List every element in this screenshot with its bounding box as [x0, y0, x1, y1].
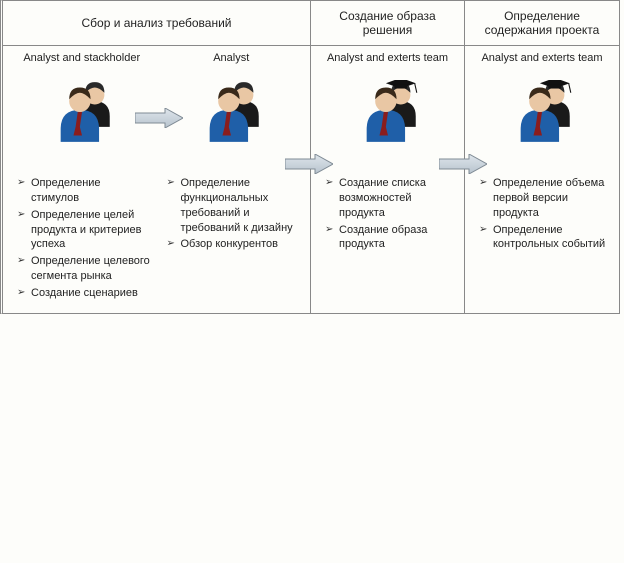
bullet-list: Создание списка возможностей продуктаСоз… — [315, 176, 460, 252]
bullet-item: Обзор конкурентов — [167, 237, 301, 252]
bullet-item: Определение функциональных требований и … — [167, 176, 301, 235]
arrow-icon — [285, 154, 333, 174]
arrow-icon — [439, 154, 487, 174]
bullet-item: Создание сценариев — [17, 286, 151, 301]
bullet-item: Определение контрольных событий — [479, 223, 609, 253]
persona-icon — [356, 80, 420, 144]
bullet-list: Определение функциональных требований и … — [157, 176, 307, 252]
role-analyst-stackholder: Analyst and stackholder — [7, 52, 157, 144]
role-label: Analyst and exterts team — [327, 52, 448, 78]
role-label: Analyst and stackholder — [23, 52, 140, 78]
bullet-item: Определение целевого сегмента рынка — [17, 254, 151, 284]
bullet-item: Определение целей продукта и критериев у… — [17, 208, 151, 253]
header-phase1: Сбор и анализ требований — [3, 1, 311, 45]
bullet-item: Определение стимулов — [17, 176, 151, 206]
role-analyst: Analyst — [157, 52, 307, 144]
phase2-cell: Analyst and exterts team Создание списка… — [311, 46, 465, 313]
header-phase3: Определение содержания проекта — [465, 1, 619, 45]
persona-icon — [50, 80, 114, 144]
arrow-icon — [135, 108, 183, 128]
bullet-list: Определение стимуловОпределение целей пр… — [7, 176, 157, 301]
persona-icon — [510, 80, 574, 144]
body-row: Analyst and stackholder Analyst Определе… — [3, 46, 619, 313]
phase1-cell: Analyst and stackholder Analyst Определе… — [3, 46, 311, 313]
bullet-list: Определение объема первой версии продукт… — [469, 176, 615, 252]
role-label: Analyst and exterts team — [481, 52, 602, 78]
role-analyst-experts: Analyst and exterts team — [315, 52, 460, 144]
header-row: Сбор и анализ требований Создание образа… — [3, 1, 619, 46]
bullet-item: Определение объема первой версии продукт… — [479, 176, 609, 221]
role-analyst-experts: Analyst and exterts team — [469, 52, 615, 144]
persona-icon — [199, 80, 263, 144]
bullet-item: Создание списка возможностей продукта — [325, 176, 454, 221]
bullet-item: Создание образа продукта — [325, 223, 454, 253]
process-diagram: Сбор и анализ требований Создание образа… — [0, 0, 620, 314]
phase3-cell: Analyst and exterts team Определение объ… — [465, 46, 619, 313]
role-label: Analyst — [213, 52, 249, 78]
header-phase2: Создание образа решения — [311, 1, 465, 45]
